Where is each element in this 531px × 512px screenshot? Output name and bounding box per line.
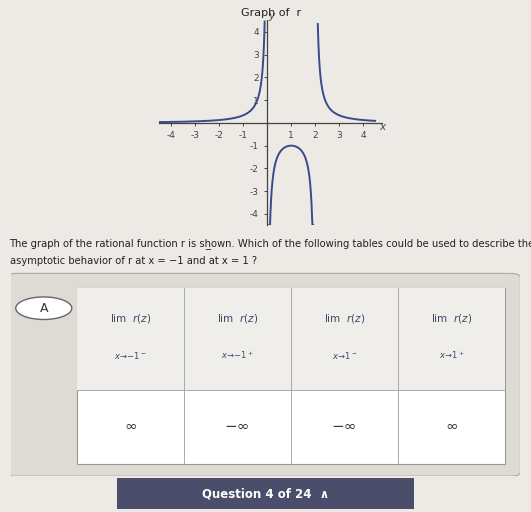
Text: A: A xyxy=(39,302,48,315)
Text: asymptotic behavior of r at x = −1 and at x = 1 ?: asymptotic behavior of r at x = −1 and a… xyxy=(10,256,256,266)
Text: $\lim$  $r(z)$: $\lim$ $r(z)$ xyxy=(431,312,472,325)
Text: $x\!\to\!{-1}^-$: $x\!\to\!{-1}^-$ xyxy=(114,350,147,361)
Text: $x\!\to\!1^-$: $x\!\to\!1^-$ xyxy=(332,350,357,361)
Text: $\lim$  $r(z)$: $\lim$ $r(z)$ xyxy=(324,312,365,325)
Text: Question 4 of 24  ∧: Question 4 of 24 ∧ xyxy=(202,487,329,500)
Text: $x\!\to\!1^+$: $x\!\to\!1^+$ xyxy=(439,349,465,361)
Text: −∞: −∞ xyxy=(332,419,357,434)
Text: y: y xyxy=(269,11,275,22)
Bar xyxy=(77,288,184,390)
Text: x: x xyxy=(379,122,386,132)
FancyBboxPatch shape xyxy=(5,273,520,476)
Text: −∞: −∞ xyxy=(225,419,250,434)
Title: Graph of  r: Graph of r xyxy=(241,8,301,18)
Text: The graph of the rational function r is sh̲own. Which of the following tables co: The graph of the rational function r is … xyxy=(10,238,531,249)
Text: ∞: ∞ xyxy=(124,419,137,434)
Text: ∞: ∞ xyxy=(445,419,458,434)
Circle shape xyxy=(16,297,72,319)
FancyBboxPatch shape xyxy=(93,475,438,512)
Bar xyxy=(398,288,505,390)
Text: $x\!\to\!{-1}^+$: $x\!\to\!{-1}^+$ xyxy=(221,349,254,361)
Bar xyxy=(184,288,291,390)
Text: $\lim$  $r(z)$: $\lim$ $r(z)$ xyxy=(110,312,151,325)
Bar xyxy=(291,288,398,390)
Text: $\lim$  $r(z)$: $\lim$ $r(z)$ xyxy=(217,312,258,325)
FancyBboxPatch shape xyxy=(77,288,505,464)
